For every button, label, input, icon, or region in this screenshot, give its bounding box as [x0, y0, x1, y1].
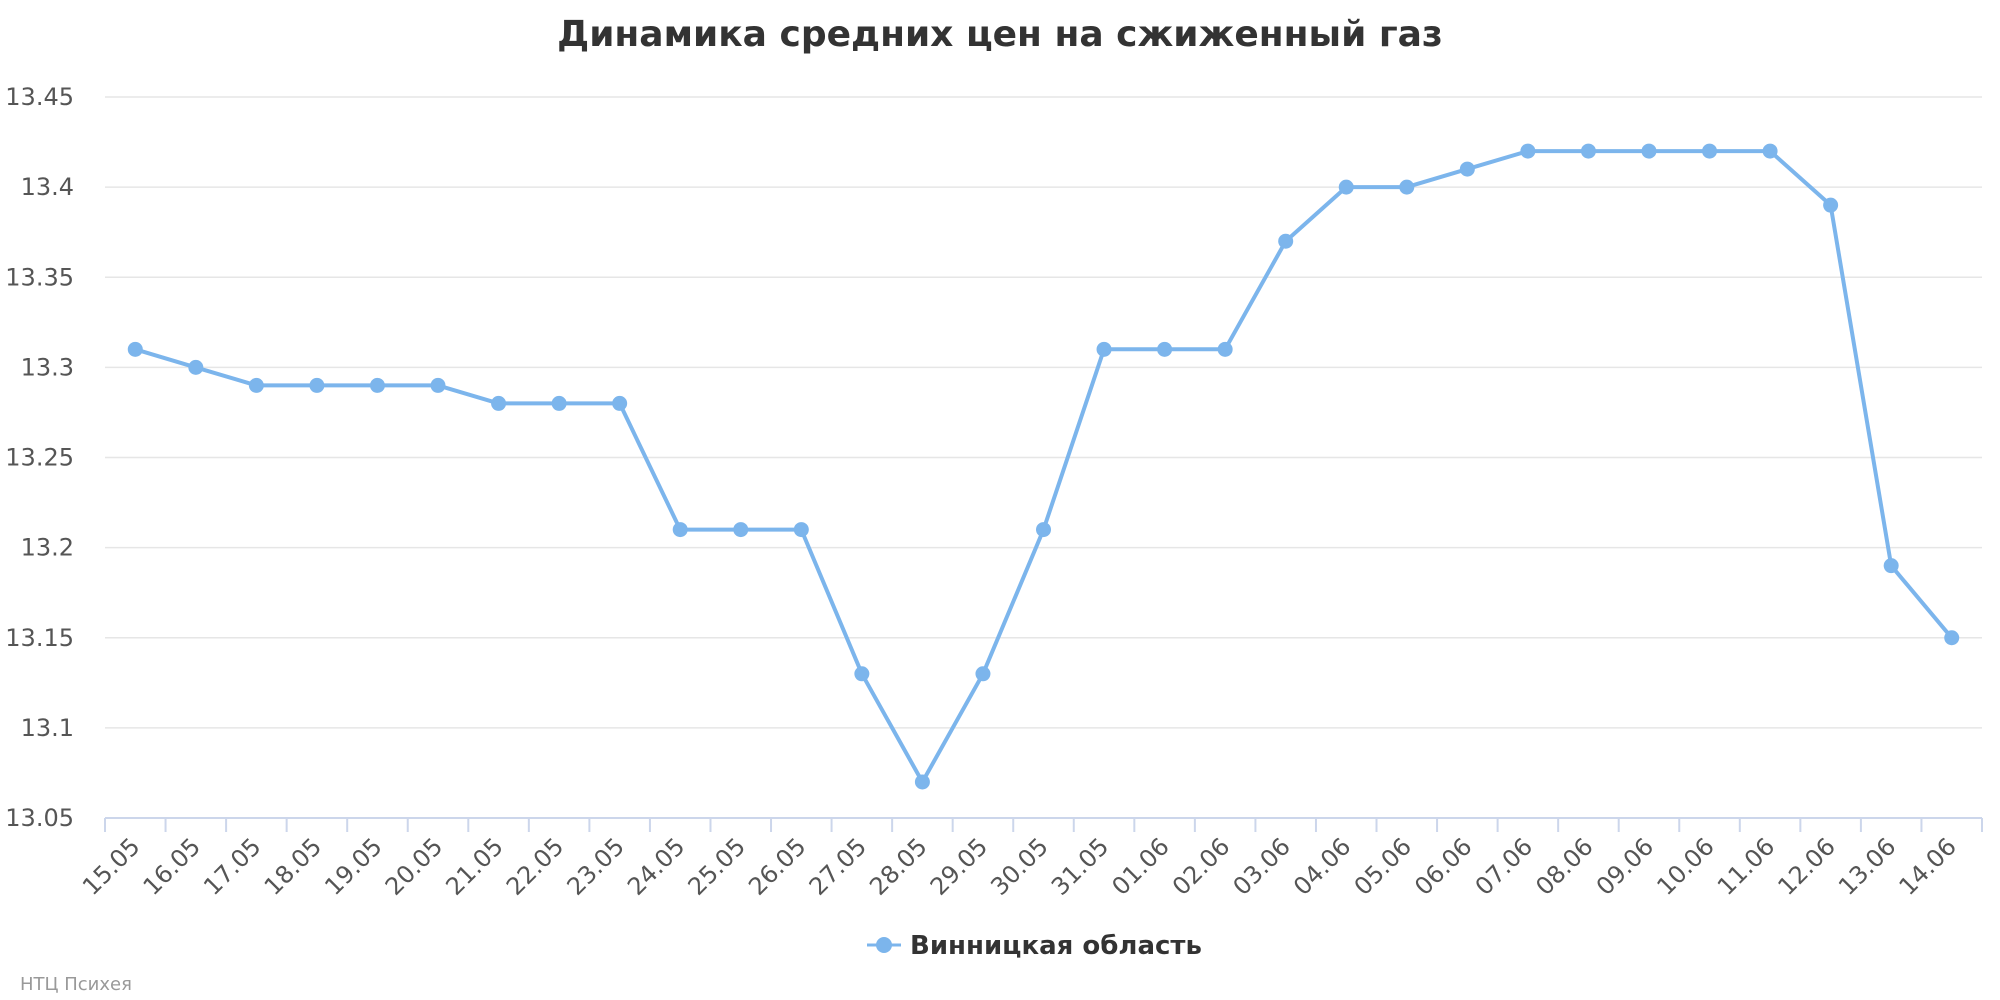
data-point[interactable] [1157, 341, 1173, 357]
x-tick-label: 31.05 [1046, 832, 1114, 900]
data-point[interactable] [1217, 341, 1233, 357]
x-tick-label: 25.05 [683, 832, 751, 900]
data-point[interactable] [188, 359, 204, 375]
series-layer [127, 143, 1960, 790]
data-point[interactable] [491, 395, 507, 411]
x-tick-label: 19.05 [319, 832, 387, 900]
x-tick-label: 13.06 [1833, 832, 1901, 900]
x-tick-label: 09.06 [1591, 832, 1659, 900]
y-tick-label: 13.05 [5, 804, 74, 832]
legend[interactable]: Винницкая область [867, 931, 1202, 961]
data-point[interactable] [1278, 233, 1294, 249]
x-tick-label: 14.06 [1894, 832, 1962, 900]
x-tick-label: 23.05 [562, 832, 630, 900]
x-tick-label: 18.05 [259, 832, 327, 900]
y-tick-label: 13.2 [21, 534, 74, 562]
x-tick-label: 17.05 [198, 832, 266, 900]
x-axis: 15.0516.0517.0518.0519.0520.0521.0522.05… [77, 817, 1983, 901]
legend-marker [876, 937, 892, 953]
x-tick-label: 06.06 [1409, 832, 1477, 900]
data-point[interactable] [369, 377, 385, 393]
data-point[interactable] [248, 377, 264, 393]
data-point[interactable] [1580, 143, 1596, 159]
data-point[interactable] [1823, 197, 1839, 213]
data-point[interactable] [1520, 143, 1536, 159]
x-tick-label: 10.06 [1651, 832, 1719, 900]
x-tick-label: 01.06 [1106, 832, 1174, 900]
data-point[interactable] [854, 666, 870, 682]
x-tick-label: 03.06 [1228, 832, 1296, 900]
data-point[interactable] [1641, 143, 1657, 159]
data-point[interactable] [1096, 341, 1112, 357]
data-point[interactable] [1944, 630, 1960, 646]
x-tick-label: 21.05 [440, 832, 508, 900]
data-point[interactable] [975, 666, 991, 682]
x-tick-label: 05.06 [1349, 832, 1417, 900]
y-tick-label: 13.25 [5, 444, 74, 472]
data-point[interactable] [1459, 161, 1475, 177]
data-point[interactable] [1883, 558, 1899, 574]
x-tick-label: 08.06 [1530, 832, 1598, 900]
y-tick-label: 13.4 [21, 173, 74, 201]
series-line [134, 149, 1954, 784]
x-tick-label: 27.05 [804, 832, 872, 900]
legend-label: Винницкая область [910, 931, 1202, 961]
x-tick-label: 20.05 [380, 832, 448, 900]
data-point[interactable] [430, 377, 446, 393]
x-tick-label: 02.06 [1167, 832, 1235, 900]
data-point[interactable] [1399, 179, 1415, 195]
chart-title: Динамика средних цен на сжиженный газ [557, 14, 1443, 55]
data-point[interactable] [793, 522, 809, 538]
data-point[interactable] [914, 774, 930, 790]
credit-text[interactable]: НТЦ Психея [20, 974, 132, 995]
data-point[interactable] [733, 522, 749, 538]
x-tick-label: 26.05 [743, 832, 811, 900]
y-tick-label: 13.35 [5, 263, 74, 291]
x-tick-label: 30.05 [985, 832, 1053, 900]
data-point[interactable] [309, 377, 325, 393]
y-tick-label: 13.3 [21, 353, 74, 381]
y-tick-label: 13.1 [21, 714, 74, 742]
x-tick-label: 28.05 [864, 832, 932, 900]
x-tick-label: 12.06 [1772, 832, 1840, 900]
y-tick-label: 13.15 [5, 624, 74, 652]
x-tick-label: 11.06 [1712, 832, 1780, 900]
data-point[interactable] [672, 522, 688, 538]
y-tick-label: 13.45 [5, 83, 74, 111]
x-tick-label: 22.05 [501, 832, 569, 900]
data-point[interactable] [1702, 143, 1718, 159]
x-tick-label: 24.05 [622, 832, 690, 900]
data-point[interactable] [1762, 143, 1778, 159]
grid [105, 96, 1982, 729]
data-point[interactable] [1036, 522, 1051, 538]
x-tick-label: 07.06 [1470, 832, 1538, 900]
x-tick-label: 04.06 [1288, 832, 1356, 900]
data-point[interactable] [551, 395, 567, 411]
x-tick-label: 29.05 [925, 832, 993, 900]
data-point[interactable] [1338, 179, 1354, 195]
data-point[interactable] [612, 395, 628, 411]
data-point[interactable] [127, 341, 143, 357]
x-tick-label: 15.05 [77, 832, 145, 900]
y-axis: 13.05 13.1 13.15 13.2 13.25 13.3 13.35 13.4 13.4… [5, 83, 74, 832]
x-tick-label: 16.05 [138, 832, 206, 900]
